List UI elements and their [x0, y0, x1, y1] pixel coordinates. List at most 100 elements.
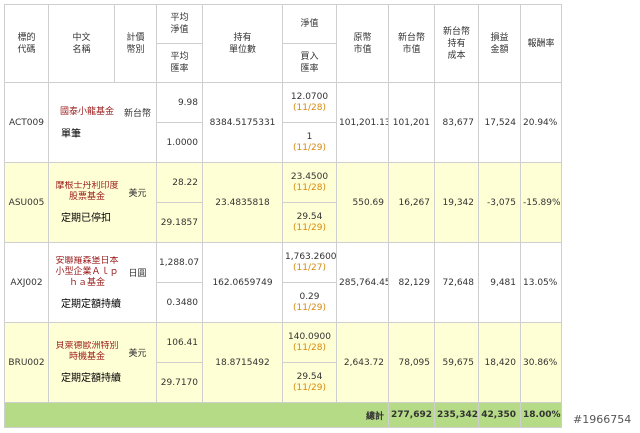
header-buy-rate: 買入 匯率	[282, 43, 337, 83]
fund-name[interactable]: 國泰小龍基金	[59, 106, 114, 117]
buy-rate: 0.29	[299, 291, 320, 302]
rate-cell: 29.54 (11/29)	[282, 362, 337, 403]
twd-cost: 19,342	[434, 162, 479, 243]
fund-note: 單筆	[61, 128, 81, 140]
fund-currency: 新台幣	[123, 108, 151, 119]
rate-date: (11/29)	[293, 382, 326, 393]
header-name: 中文 名稱	[48, 4, 115, 83]
nav-cell: 140.0900 (11/28)	[282, 322, 337, 363]
nav-date: (11/28)	[293, 102, 326, 113]
fund-holdings-table: 標的 代碼 中文 名稱 計價 幣別 平均 淨值 持有 單位數 淨值 原幣 市值 新台幣 市值 …	[4, 4, 562, 428]
avg-nav: 106.41	[156, 322, 203, 363]
pnl: 9,481	[478, 242, 521, 323]
return: 20.94%	[520, 82, 562, 163]
nav-cell: 23.4500 (11/28)	[282, 162, 337, 203]
fund-row: BRU002 貝萊德歐洲特別時機基金 美元 定期定額持續 106.41 18.871549…	[4, 322, 562, 403]
units: 162.0659749	[202, 242, 283, 323]
header-currency: 計價 幣別	[114, 4, 157, 83]
nav-cell: 1,763.2600 (11/27)	[282, 242, 337, 283]
buy-rate: 1	[306, 131, 313, 142]
nav-date: (11/28)	[293, 182, 326, 193]
orig-value: 101,201.13	[336, 82, 389, 163]
twd-value: 82,129	[388, 242, 435, 323]
pnl: 17,524	[478, 82, 521, 163]
rate-cell: 29.54 (11/29)	[282, 202, 337, 243]
fund-row: ACT009 國泰小龍基金 新台幣 單筆 9.98 8384.5175331 12.0700…	[4, 82, 562, 163]
return: 30.86%	[520, 322, 562, 403]
twd-cost: 72,648	[434, 242, 479, 323]
nav-date: (11/27)	[293, 262, 326, 273]
table-header: 標的 代碼 中文 名稱 計價 幣別 平均 淨值 持有 單位數 淨值 原幣 市值 新台幣 市值 …	[4, 4, 562, 83]
avg-rate: 1.0000	[156, 122, 203, 163]
fund-row-sub: 29.1857 29.54 (11/29)	[5, 202, 562, 243]
total-twd-value: 277,692	[388, 402, 435, 428]
fund-row: AXJ002 安聯羅森堡日本小型企業Ａｌｐｈａ基金 日圓 定期定額持續 1,288.07…	[4, 242, 562, 323]
rate-date: (11/29)	[293, 222, 326, 233]
header-avg-nav: 平均 淨值	[156, 4, 203, 44]
fund-row-sub: 1.0000 1 (11/29)	[5, 122, 562, 163]
orig-value: 2,643.72	[336, 322, 389, 403]
header-nav: 淨值	[282, 4, 337, 44]
fund-code: BRU002	[4, 322, 49, 403]
total-twd-cost: 235,342	[434, 402, 479, 428]
header-twd-cost: 新台幣 持有 成本	[434, 4, 479, 83]
header-avg-rate: 平均 匯率	[156, 43, 203, 83]
units: 23.4835818	[202, 162, 283, 243]
fund-name-cell: 安聯羅森堡日本小型企業Ａｌｐｈａ基金 日圓定期定額持續	[48, 242, 157, 323]
fund-name-cell: 貝萊德歐洲特別時機基金 美元 定期定額持續	[48, 322, 157, 403]
fund-currency: 日圓	[128, 268, 147, 279]
rate-cell: 0.29 (11/29)	[282, 282, 337, 323]
nav-value: 12.0700	[290, 91, 329, 102]
units: 8384.5175331	[202, 82, 283, 163]
fund-note: 定期定額持續	[61, 298, 121, 310]
fund-name[interactable]: 貝萊德歐洲特別時機基金	[53, 341, 121, 363]
orig-value: 550.69	[336, 162, 389, 243]
avg-nav: 28.22	[156, 162, 203, 203]
fund-currency: 美元	[121, 341, 154, 363]
nav-value: 23.4500	[290, 171, 329, 182]
header-orig-value: 原幣 市值	[336, 4, 389, 83]
total-pnl: 42,350	[478, 402, 521, 428]
rate-date: (11/29)	[293, 142, 326, 153]
watermark-text: #1966754	[573, 413, 632, 426]
nav-value: 1,763.2600	[285, 251, 337, 262]
twd-value: 78,095	[388, 322, 435, 403]
orig-value: 285,764.45	[336, 242, 389, 323]
total-return: 18.00%	[520, 402, 562, 428]
avg-nav: 1,288.07	[156, 242, 203, 283]
fund-code: AXJ002	[4, 242, 49, 323]
rate-cell: 1 (11/29)	[282, 122, 337, 163]
twd-value: 16,267	[388, 162, 435, 243]
avg-rate: 29.7170	[156, 362, 203, 403]
header-code: 標的 代碼	[4, 4, 49, 83]
total-row: 總計 277,692 235,342 42,350 18.00%	[4, 402, 562, 428]
nav-cell: 12.0700 (11/28)	[282, 82, 337, 123]
header-units: 持有 單位數	[202, 4, 283, 83]
pnl: -3,075	[478, 162, 521, 243]
header-return: 報酬率	[520, 4, 562, 83]
fund-name[interactable]: 安聯羅森堡日本小型企業Ａｌｐｈａ基金	[55, 255, 119, 288]
header-pnl: 損益 金額	[478, 4, 521, 83]
avg-rate: 0.3480	[156, 282, 203, 323]
fund-note: 定期已停扣	[61, 213, 111, 224]
fund-note: 定期定額持續	[61, 373, 121, 384]
table-body: ACT009 國泰小龍基金 新台幣 單筆 9.98 8384.5175331 12.0700…	[4, 82, 562, 403]
return: -15.89%	[520, 162, 562, 243]
rate-date: (11/29)	[293, 302, 326, 313]
fund-name[interactable]: 摩根士丹利印度股票基金	[53, 181, 121, 203]
fund-code: ACT009	[4, 82, 49, 163]
buy-rate: 29.54	[296, 211, 323, 222]
avg-rate: 29.1857	[156, 202, 203, 243]
nav-date: (11/28)	[293, 342, 326, 353]
total-label: 總計	[4, 402, 389, 428]
fund-code: ASU005	[4, 162, 49, 243]
fund-row: ASU005 摩根士丹利印度股票基金 美元 定期已停扣 28.22 23.4835818 2…	[4, 162, 562, 243]
fund-name-cell: 摩根士丹利印度股票基金 美元 定期已停扣	[48, 162, 157, 243]
twd-value: 101,201	[388, 82, 435, 163]
avg-nav: 9.98	[156, 82, 203, 123]
fund-row-sub: 0.3480 0.29 (11/29)	[5, 282, 562, 323]
pnl: 18,420	[478, 322, 521, 403]
twd-cost: 59,675	[434, 322, 479, 403]
fund-currency: 美元	[121, 181, 154, 203]
buy-rate: 29.54	[296, 371, 323, 382]
